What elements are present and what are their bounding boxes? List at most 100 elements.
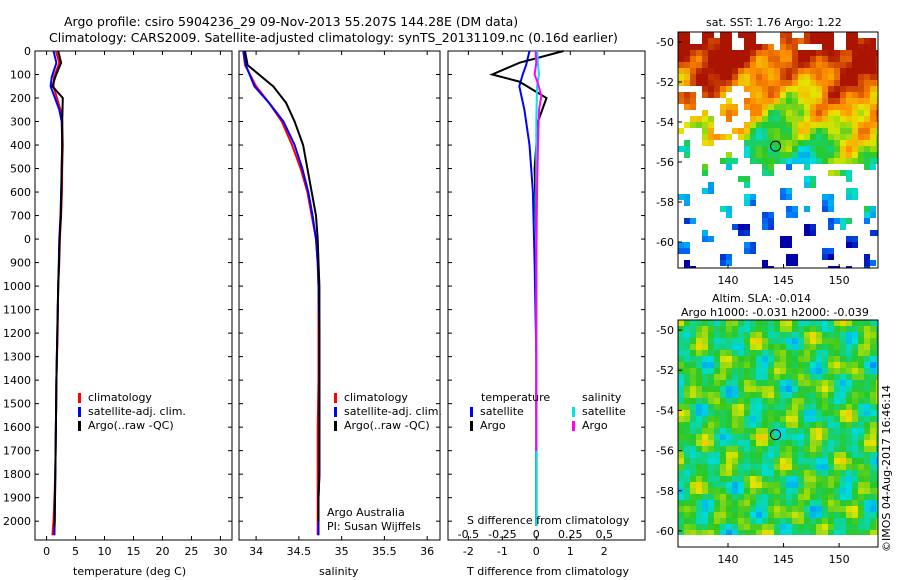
map-cell <box>678 128 684 134</box>
map-cell <box>858 476 864 482</box>
map-cell <box>690 470 696 476</box>
map-cell <box>690 32 696 38</box>
map-cell <box>678 332 684 338</box>
map-cell <box>846 512 852 518</box>
map-cell <box>858 80 864 86</box>
map-cell <box>678 146 684 152</box>
map-cell <box>786 80 792 86</box>
map-cell <box>816 254 822 260</box>
map-cell <box>810 164 816 170</box>
map-cell <box>852 440 858 446</box>
map-cell <box>750 188 756 194</box>
map-cell <box>726 350 732 356</box>
salinity-axis-title: salinity <box>319 565 359 578</box>
map-cell <box>840 260 846 266</box>
map-cell <box>684 86 690 92</box>
map-cell <box>696 218 702 224</box>
map-cell <box>714 158 720 164</box>
map-cell <box>876 62 878 68</box>
map-cell <box>798 44 804 50</box>
map-cell <box>726 254 732 260</box>
map-cell <box>846 224 852 230</box>
map-cell <box>702 128 708 134</box>
map-cell <box>714 218 720 224</box>
map-cell <box>696 260 702 266</box>
map-cell <box>744 464 750 470</box>
map-cell <box>762 470 768 476</box>
map-cell <box>732 452 738 458</box>
map-cell <box>684 188 690 194</box>
map-cell <box>804 380 810 386</box>
map-cell <box>786 50 792 56</box>
map-cell <box>798 164 804 170</box>
map-cell <box>852 74 858 80</box>
map-cell <box>828 320 834 326</box>
map-cell <box>732 428 738 434</box>
map-cell <box>720 362 726 368</box>
map-cell <box>810 122 816 128</box>
series-line <box>242 50 321 536</box>
map-cell <box>858 38 864 44</box>
map-cell <box>876 446 878 452</box>
map-cell <box>684 434 690 440</box>
map-cell <box>822 422 828 428</box>
map-cell <box>708 158 714 164</box>
map-cell <box>714 404 720 410</box>
map-cell <box>744 50 750 56</box>
map-cell <box>828 458 834 464</box>
map-cell <box>738 50 744 56</box>
map-cell <box>846 380 852 386</box>
map-cell <box>696 416 702 422</box>
map-cell <box>780 356 786 362</box>
map-cell <box>846 44 852 50</box>
map-cell <box>696 530 702 536</box>
map-cell <box>852 254 858 260</box>
map-cell <box>744 206 750 212</box>
map-cell <box>822 158 828 164</box>
map-cell <box>774 458 780 464</box>
map-cell <box>774 398 780 404</box>
map-cell <box>756 410 762 416</box>
map-cell <box>876 200 878 206</box>
map-cell <box>732 248 738 254</box>
map-cell <box>744 236 750 242</box>
map-cell <box>708 326 714 332</box>
map-cell <box>774 242 780 248</box>
map-cell <box>864 68 870 74</box>
map-cell <box>684 320 690 326</box>
map-cell <box>780 488 786 494</box>
map-cell <box>804 374 810 380</box>
map-cell <box>708 392 714 398</box>
map-cell <box>678 350 684 356</box>
map-cell <box>684 392 690 398</box>
map-cell <box>828 446 834 452</box>
sla-map-title: Altim. SLA: -0.014 <box>712 292 812 305</box>
map-cell <box>858 488 864 494</box>
map-cell <box>720 470 726 476</box>
map-cell <box>798 122 804 128</box>
plot-frame-2 <box>238 50 441 541</box>
map-cell <box>828 338 834 344</box>
map-cell <box>714 38 720 44</box>
map-cell <box>762 530 768 536</box>
map-cell <box>708 176 714 182</box>
map-cell <box>678 464 684 470</box>
map-cell <box>876 428 878 434</box>
x-tick-label: 0 <box>43 545 50 558</box>
map-cell <box>846 212 852 218</box>
map-cell <box>690 476 696 482</box>
map-cell <box>834 200 840 206</box>
map-cell <box>870 464 876 470</box>
map-cell <box>708 482 714 488</box>
map-cell <box>858 218 864 224</box>
map-cell <box>786 344 792 350</box>
map-cell <box>846 176 852 182</box>
map-cell <box>684 170 690 176</box>
map-cell <box>786 200 792 206</box>
map-cell <box>678 380 684 386</box>
series-line <box>533 50 543 451</box>
map-cell <box>804 470 810 476</box>
map-cell <box>804 80 810 86</box>
map-cell <box>864 482 870 488</box>
map-cell <box>864 380 870 386</box>
